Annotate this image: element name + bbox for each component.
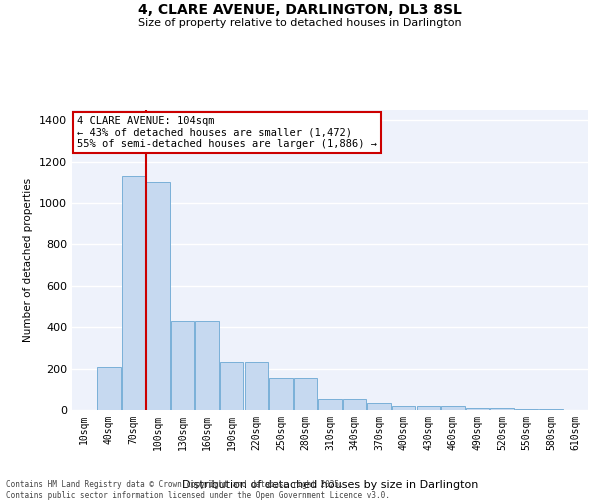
Bar xyxy=(319,398,341,410)
Bar xyxy=(146,182,170,410)
Bar xyxy=(343,398,366,410)
Bar xyxy=(466,408,489,410)
Bar xyxy=(269,378,293,410)
Bar xyxy=(122,176,145,410)
Text: 4 CLARE AVENUE: 104sqm
← 43% of detached houses are smaller (1,472)
55% of semi-: 4 CLARE AVENUE: 104sqm ← 43% of detached… xyxy=(77,116,377,149)
Bar xyxy=(245,362,268,410)
Bar xyxy=(539,409,563,410)
Bar xyxy=(490,408,514,410)
Bar xyxy=(367,403,391,410)
Text: Distribution of detached houses by size in Darlington: Distribution of detached houses by size … xyxy=(182,480,478,490)
Bar xyxy=(416,406,440,410)
Bar xyxy=(171,321,194,410)
Bar xyxy=(515,409,538,410)
Text: 4, CLARE AVENUE, DARLINGTON, DL3 8SL: 4, CLARE AVENUE, DARLINGTON, DL3 8SL xyxy=(138,2,462,16)
Bar xyxy=(441,406,464,410)
Bar xyxy=(196,321,219,410)
Bar xyxy=(294,378,317,410)
Text: Contains HM Land Registry data © Crown copyright and database right 2025.
Contai: Contains HM Land Registry data © Crown c… xyxy=(6,480,390,500)
Bar xyxy=(220,362,244,410)
Bar xyxy=(392,406,415,410)
Y-axis label: Number of detached properties: Number of detached properties xyxy=(23,178,34,342)
Bar xyxy=(97,366,121,410)
Text: Size of property relative to detached houses in Darlington: Size of property relative to detached ho… xyxy=(138,18,462,28)
